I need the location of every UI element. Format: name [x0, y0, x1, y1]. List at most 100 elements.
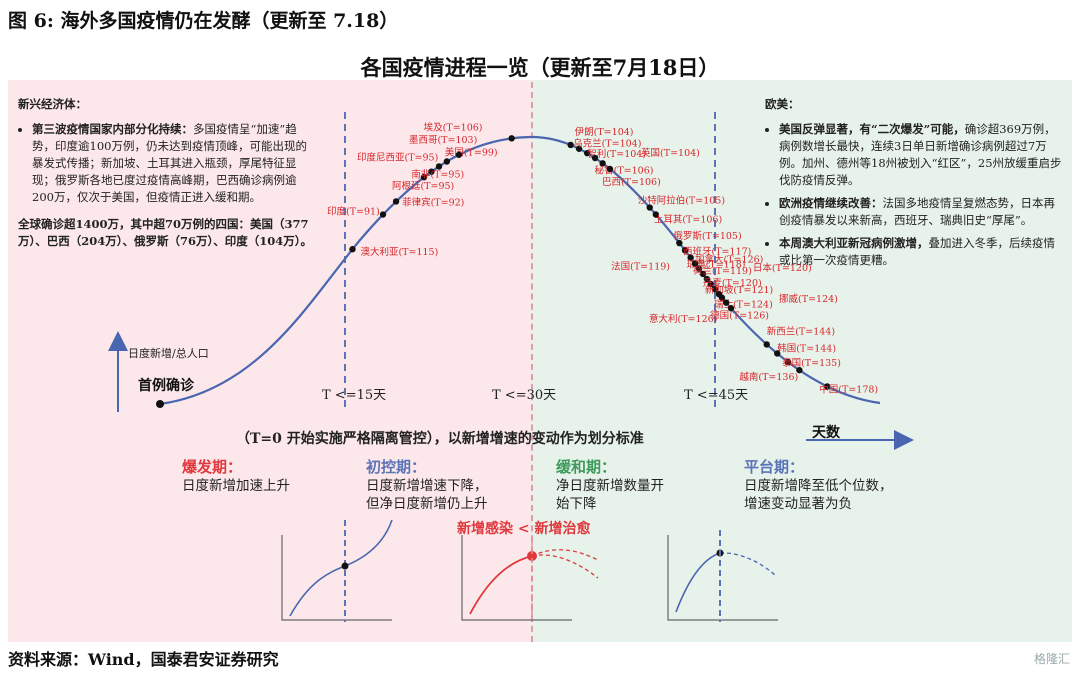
phase-desc-easing-1: 净日度新增数量开: [556, 478, 664, 494]
country-point: [606, 165, 614, 173]
country-label: 荷兰(T=119): [693, 265, 752, 277]
country-point: [687, 254, 694, 261]
country-label: 墨西哥(T=103): [409, 135, 477, 146]
right-bullet-2: 欧洲疫情继续改善：法国多地疫情呈复燃态势，日本再创疫情暴发以来新高，西班牙、瑞典…: [779, 195, 1065, 229]
country-point: [652, 211, 660, 218]
right-panel-heading: 欧美：: [765, 97, 800, 111]
right-background: [532, 80, 1072, 642]
country-point: [428, 168, 435, 175]
country-label: 法国(T=119): [611, 261, 670, 273]
country-label: 埃及(T=106): [424, 121, 483, 133]
country-point: [711, 285, 719, 293]
country-label: 乌克兰(T=104): [573, 138, 641, 150]
x-axis-label: 天数: [812, 425, 840, 441]
country-label: 智利(T=104): [587, 148, 646, 160]
left-bullet-1-text: 多国疫情呈“加速”趋势，印度逾100万例，仍未达到疫情顶峰，可能出现的暴发式传播…: [32, 122, 307, 204]
left-panel: 新兴经济体： 第三波疫情国家内部分化持续：多国疫情呈“加速”趋势，印度逾100万…: [18, 96, 318, 250]
country-label: 挪威(T=124): [779, 293, 838, 305]
country-point: [591, 154, 599, 162]
country-point: [443, 158, 451, 165]
chart-title: 各国疫情进程一览（更新至7月18日）: [360, 55, 720, 80]
country-label: 德国(T=126): [710, 310, 769, 322]
country-label: 英国(T=104): [641, 147, 700, 159]
country-label: 巴西(T=106): [602, 177, 661, 188]
country-points: 澳大利亚(T=115) 印度(T=91) 菲律宾(T=92) 阿根廷(T=95)南非(…: [327, 121, 878, 395]
country-point: [575, 145, 583, 152]
country-label: 中国(T=178): [819, 384, 878, 396]
country-label: 阿根廷(T=95): [392, 180, 454, 192]
classification-rule: （T=0 开始实施严格隔离管控），以新增增速的变动作为划分标准: [236, 431, 644, 447]
right-bullet-1-bold: 美国反弹显著，有“二次爆发”可能，: [779, 122, 965, 136]
country-label: 印度尼西亚(T=95): [357, 151, 438, 163]
country-label: 俄罗斯(T=105): [673, 230, 741, 242]
right-bullet-2-bold: 欧洲疫情继续改善：: [779, 196, 883, 210]
country-point: [584, 149, 591, 157]
right-bullet-2-text: 法国多地疫情呈复燃态势，日本再创疫情暴发以来新高，西班牙、瑞典旧史“厚尾”。: [779, 196, 1055, 227]
country-point: [392, 198, 400, 205]
country-point: [646, 204, 653, 211]
easing-mini-chart: [461, 535, 599, 622]
country-point: [763, 341, 770, 348]
figure-title: 图 6: 海外多国疫情仍在发酵（更新至 7.18）: [8, 10, 399, 32]
country-label: 西班牙(T=117): [683, 245, 751, 257]
first-case-point: [156, 400, 164, 408]
right-panel: 欧美： 美国反弹显著，有“二次爆发”可能，确诊超369万例，病例数增长最快，连续…: [765, 96, 1065, 275]
country-point: [681, 247, 689, 254]
country-point: [703, 275, 711, 283]
country-label: 伊朗(T=104): [575, 126, 634, 138]
right-bullet-3: 本周澳大利亚新冠病例激增，叠加进入冬季，后续疫情或比第一次疫情更糟。: [779, 235, 1065, 269]
phase-desc-initial-control-2: 但净日度新增仍上升: [366, 496, 488, 512]
first-case-label: 首例确诊: [138, 378, 194, 394]
t15-label: T <=15天: [322, 388, 387, 403]
country-point: [695, 265, 703, 272]
country-label: 澳大利亚(T=115): [360, 246, 438, 258]
country-label: 土耳其(T=106): [654, 213, 722, 225]
left-background: [8, 80, 532, 642]
left-panel-heading: 新兴经济体：: [18, 97, 87, 111]
country-point: [455, 151, 463, 158]
country-point: [676, 239, 683, 247]
right-bullet-3-bold: 本周澳大利亚新冠病例激增，: [779, 236, 929, 250]
country-point: [349, 246, 356, 253]
phase-title-outbreak: 爆发期：: [182, 458, 243, 476]
phase-title-plateau: 平台期：: [744, 458, 805, 476]
country-label: 加拿大(T=126): [695, 254, 763, 266]
plateau-mini-chart: [667, 530, 778, 622]
phase-desc-outbreak: 日度新增加速上升: [182, 478, 290, 494]
country-point: [508, 135, 515, 142]
t45-label: T <=45天: [684, 388, 749, 403]
country-point: [824, 383, 831, 390]
left-summary: 全球确诊超1400万，其中超70万例的四国：美国（377万）、巴西（204万）、…: [18, 217, 313, 248]
country-point: [722, 299, 730, 306]
phase-desc-easing-2: 始下降: [556, 496, 597, 512]
country-point: [784, 358, 792, 366]
country-point: [727, 305, 735, 312]
country-label: 泰国(T=135): [782, 357, 841, 369]
country-point: [599, 160, 606, 167]
phase-title-initial-control: 初控期：: [366, 458, 427, 476]
phase-desc-plateau-1: 日度新增降至低个位数，: [744, 478, 893, 494]
country-label: 菲律宾(T=92): [402, 196, 464, 208]
country-label: 日本(T=120): [753, 262, 812, 274]
country-label: 越南(T=136): [739, 371, 798, 383]
country-label: 印度(T=91): [327, 206, 380, 218]
country-point: [774, 350, 781, 357]
country-point: [718, 294, 726, 301]
left-bullet-1-bold: 第三波疫情国家内部分化持续：: [32, 122, 193, 136]
country-point: [707, 280, 715, 288]
country-label: 新西兰(T=144): [767, 325, 835, 337]
infection-recovery-note: 新增感染 < 新增治愈: [457, 521, 591, 537]
source-note: 资料来源：Wind，国泰君安证券研究: [8, 650, 279, 669]
country-point: [379, 211, 387, 218]
country-point: [567, 141, 574, 149]
country-point: [691, 260, 699, 267]
country-label: 意大利(T=126): [649, 313, 717, 325]
epidemic-curve: [159, 135, 881, 406]
outbreak-mini-chart: [281, 519, 393, 622]
watermark-logo: 格隆汇: [1033, 652, 1070, 666]
left-bullet-1: 第三波疫情国家内部分化持续：多国疫情呈“加速”趋势，印度逾100万例，仍未达到疫…: [32, 121, 318, 206]
country-point: [796, 366, 803, 374]
country-point: [420, 173, 428, 181]
